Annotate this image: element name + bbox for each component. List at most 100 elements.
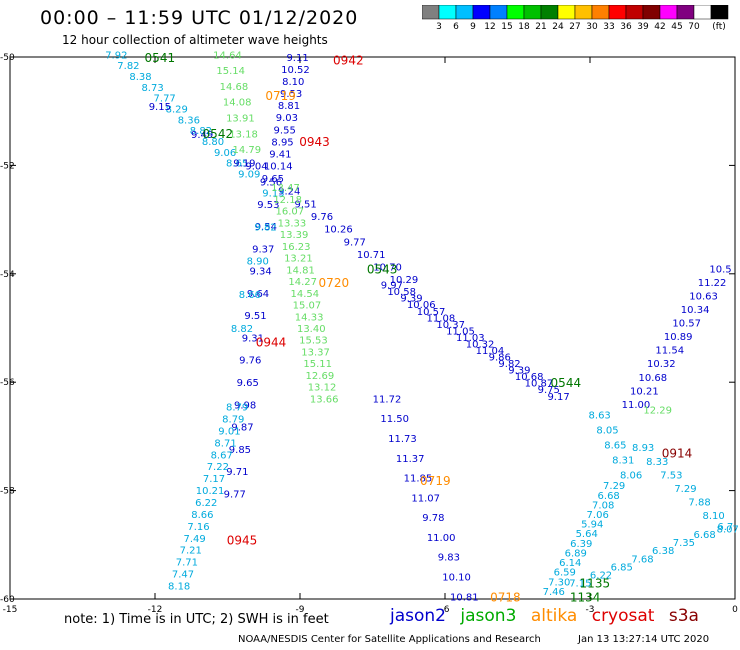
wave-height-label: 9.85 <box>229 445 251 456</box>
color-scale-swatch <box>489 5 508 20</box>
wave-height-label: 7.08 <box>592 500 614 511</box>
pass-time-label: 0719 <box>420 474 451 488</box>
color-scale-swatch <box>642 5 661 20</box>
wave-height-label: 6.68 <box>598 491 620 502</box>
wave-height-label: 9.17 <box>547 392 569 403</box>
wave-height-label: 14.33 <box>295 312 324 323</box>
wave-height-label: 7.16 <box>187 522 209 533</box>
wave-height-label: 10.57 <box>417 307 446 318</box>
wave-height-label: 11.00 <box>622 400 651 411</box>
wave-height-label: 6.89 <box>565 548 587 559</box>
color-scale-label: 30 <box>586 22 598 32</box>
pass-time-label: 0542 <box>203 127 234 141</box>
pass-time-label: 1135 <box>580 577 611 591</box>
wave-height-label: 10.87 <box>525 379 554 390</box>
wave-height-label: 8.10 <box>282 77 304 88</box>
color-scale-label: 9 <box>470 22 476 32</box>
wave-height-label: 9.77 <box>344 237 366 248</box>
color-scale-label: 15 <box>501 22 513 32</box>
wave-height-label: 9.64 <box>247 289 269 300</box>
page-subtitle: 12 hour collection of altimeter wave hei… <box>62 33 328 47</box>
wave-height-label: 14.79 <box>233 145 262 156</box>
wave-height-label: 7.77 <box>154 94 176 105</box>
wave-height-label: 8.31 <box>612 455 634 466</box>
wave-height-label: 8.71 <box>214 438 236 449</box>
wave-height-label: 9.55 <box>274 125 296 136</box>
wave-height-label: 13.66 <box>310 394 339 405</box>
color-scale-label: 70 <box>688 22 700 32</box>
wave-height-label: 10.14 <box>264 161 293 172</box>
wave-height-label: 8.73 <box>141 83 163 94</box>
pass-time-label: 0541 <box>145 51 176 65</box>
wave-height-label: 8.93 <box>632 443 654 454</box>
color-scale-swatch <box>455 5 474 20</box>
wave-height-label: 11.04 <box>476 346 505 357</box>
wave-height-label: 9.71 <box>226 467 248 478</box>
color-scale-swatch <box>693 5 712 20</box>
color-scale-label: 18 <box>518 22 530 32</box>
wave-height-label: 13.33 <box>278 218 307 229</box>
wave-height-label: 9.34 <box>250 267 272 278</box>
wave-height-label: 8.95 <box>271 137 293 148</box>
wave-height-label: 9.49 <box>191 130 213 141</box>
legend-altika: altika <box>530 606 578 626</box>
wave-height-label: 8.10 <box>703 511 725 522</box>
wave-height-label: 10.58 <box>387 287 416 298</box>
wave-height-label: 9.11 <box>286 53 308 64</box>
wave-height-label: 9.75 <box>538 385 560 396</box>
wave-height-label: 10.89 <box>664 332 693 343</box>
lat-tick-label: -52 <box>0 161 15 171</box>
color-scale-label: 39 <box>637 22 649 32</box>
wave-height-label: 10.68 <box>639 373 668 384</box>
color-scale-label: 21 <box>535 22 547 32</box>
pass-time-label: 0943 <box>299 135 330 149</box>
color-scale-swatch <box>591 5 610 20</box>
wave-height-label: 6.7 <box>717 522 733 533</box>
lat-tick-label: -56 <box>0 378 15 388</box>
wave-height-label: 9.97 <box>381 281 403 292</box>
wave-height-label: 16.23 <box>282 242 311 253</box>
wave-height-label: 9.53 <box>280 89 302 100</box>
wave-height-label: 13.91 <box>226 114 255 125</box>
wave-height-label: 6.38 <box>652 546 674 557</box>
wave-height-label: 7.22 <box>207 462 229 473</box>
wave-height-label: 7.29 <box>674 484 696 495</box>
wave-height-label: 14.81 <box>286 265 315 276</box>
wave-height-label: 9.65 <box>262 174 284 185</box>
color-scale-swatch <box>472 5 491 20</box>
color-scale-swatch <box>422 5 440 20</box>
legend-jason3: jason3 <box>460 606 517 626</box>
wave-height-label: 5.94 <box>581 520 603 531</box>
color-scale-swatch <box>710 5 729 20</box>
wave-height-label: 9.19 <box>233 159 255 170</box>
wave-height-label: 8.80 <box>202 137 224 148</box>
wave-height-label: 9.15 <box>149 102 171 113</box>
satellite-legend: jason2 jason3 altika cryosat s3a <box>390 606 708 626</box>
pass-time-label: 0718 <box>490 590 521 604</box>
wave-height-label: 7.17 <box>203 474 225 485</box>
color-scale-swatch <box>676 5 695 20</box>
wave-height-label: 9.83 <box>438 553 460 564</box>
wave-height-label: 15.14 <box>216 66 245 77</box>
wave-height-label: 10.26 <box>324 225 353 236</box>
wave-height-label: 10.81 <box>450 592 479 603</box>
wave-height-label: 13.37 <box>301 347 330 358</box>
lon-tick-label: -6 <box>441 605 450 615</box>
wave-height-label: 13.39 <box>280 230 309 241</box>
pass-time-labels: 0541 0942 0719 0542 0943 0543 0720 0944 0544 0914… <box>145 51 693 604</box>
wave-height-label: 6.85 <box>611 562 633 573</box>
wave-height-label: 9.86 <box>489 353 511 364</box>
pass-time-label: 0543 <box>367 262 398 276</box>
wave-height-label: 10.21 <box>196 486 225 497</box>
color-scale-label: 24 <box>552 22 564 32</box>
color-scale-swatch <box>557 5 576 20</box>
wave-height-label: 7.92 <box>105 50 127 61</box>
lon-tick-label: -9 <box>296 605 305 615</box>
wave-height-label: 11.50 <box>380 414 409 425</box>
wave-height-label: 9.78 <box>422 513 444 524</box>
color-scale-label: 3 <box>436 22 442 32</box>
color-scale-label: (ft) <box>712 22 726 32</box>
wave-height-label: 7.30 <box>548 577 570 588</box>
wave-height-label: 9.39 <box>508 366 530 377</box>
wave-height-label: 10.37 <box>436 320 465 331</box>
